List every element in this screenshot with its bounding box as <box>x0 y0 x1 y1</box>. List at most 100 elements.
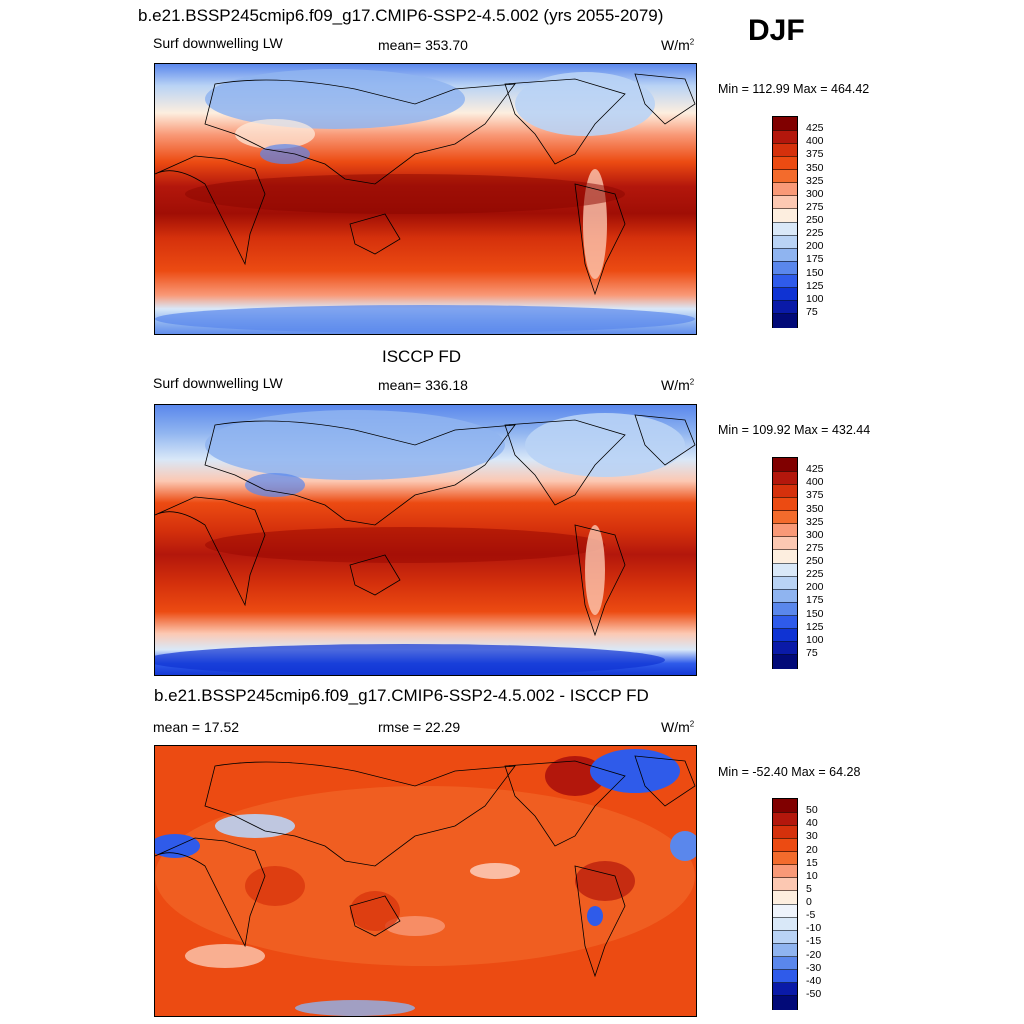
colorbar-separator <box>773 929 797 931</box>
colorbar-separator <box>773 628 797 630</box>
colorbar-tick-label: -20 <box>806 948 822 961</box>
colorbar-tick-label: 425 <box>806 463 824 476</box>
colorbar-segment <box>773 523 797 538</box>
panel3-map <box>154 745 697 1017</box>
colorbar-separator <box>773 824 797 826</box>
colorbar-tick-label: 30 <box>806 830 818 843</box>
colorbar-tick-label: 300 <box>806 528 824 541</box>
colorbar-segment <box>773 825 797 839</box>
colorbar-separator <box>773 470 797 472</box>
colorbar-segment <box>773 628 797 643</box>
colorbar-segment <box>773 969 797 984</box>
colorbar-tick-label: 40 <box>806 817 818 830</box>
colorbar-separator <box>773 549 797 551</box>
panel1-title: b.e21.BSSP245cmip6.f09_g17.CMIP6-SSP2-4.… <box>138 6 664 25</box>
colorbar-tick-label: 150 <box>806 266 824 279</box>
colorbar-separator <box>773 169 797 170</box>
panel1-mean-label: mean= 353.70 <box>378 37 468 53</box>
colorbar-separator <box>773 641 797 643</box>
colorbar-segment <box>773 602 797 616</box>
colorbar-segment <box>773 235 797 249</box>
colorbar-segment <box>773 654 797 669</box>
panel1-units: W/m2 <box>661 37 695 53</box>
colorbar-separator <box>773 510 797 511</box>
colorbar-segment <box>773 248 797 262</box>
colorbar-separator <box>773 615 797 616</box>
colorbar-segment <box>773 536 797 551</box>
colorbar-tick-label: 400 <box>806 135 824 148</box>
panel1-map-svg <box>155 64 696 334</box>
colorbar-segment <box>773 156 797 170</box>
colorbar-separator <box>773 956 797 957</box>
colorbar-segment <box>773 458 797 472</box>
colorbar-separator <box>773 234 797 236</box>
colorbar-segment <box>773 943 797 957</box>
panel1-variable-label: Surf downwelling LW <box>153 35 283 51</box>
colorbar-segment <box>773 995 797 1010</box>
colorbar-tick-label: 275 <box>806 541 824 554</box>
colorbar-segment <box>773 510 797 525</box>
colorbar-tick-label: 250 <box>806 214 824 226</box>
colorbar-separator <box>773 942 797 944</box>
panel3-coastlines <box>155 755 696 978</box>
colorbar-separator <box>773 982 797 984</box>
season-label: DJF <box>748 14 805 47</box>
colorbar-separator <box>773 877 797 879</box>
colorbar-segment <box>773 300 797 315</box>
colorbar-separator <box>773 851 797 852</box>
colorbar-tick-label: -30 <box>806 961 822 974</box>
panel2-map-svg <box>155 405 696 675</box>
colorbar-separator <box>773 496 797 498</box>
panel3-map-svg <box>155 746 696 1016</box>
colorbar-segment <box>773 851 797 866</box>
colorbar-separator <box>773 483 797 485</box>
colorbar-separator <box>773 287 797 289</box>
colorbar-tick-label: 375 <box>806 489 824 502</box>
colorbar-segment <box>773 471 797 485</box>
panel3-rmse-label: rmse = 22.29 <box>378 719 461 735</box>
colorbar-separator <box>773 247 797 249</box>
colorbar-segment <box>773 274 797 289</box>
colorbar-separator <box>773 654 797 656</box>
colorbar-tick-label: 175 <box>806 253 824 266</box>
colorbar-segment <box>773 812 797 826</box>
colorbar-segment <box>773 287 797 302</box>
colorbar-separator <box>773 313 797 315</box>
colorbar-tick-label: 15 <box>806 856 818 869</box>
colorbar-tick-label: -5 <box>806 909 816 922</box>
colorbar-separator <box>773 182 797 184</box>
colorbar-segment <box>773 930 797 944</box>
colorbar-segment <box>773 956 797 971</box>
panel2-title: ISCCP FD <box>382 347 462 366</box>
colorbar-segment <box>773 877 797 892</box>
colorbar-separator <box>773 274 797 275</box>
colorbar-separator <box>773 575 797 577</box>
colorbar-segment <box>773 904 797 918</box>
colorbar-tick-label: -50 <box>806 987 822 1000</box>
colorbar-segment <box>773 982 797 997</box>
colorbar-tick-label: 0 <box>806 896 812 908</box>
colorbar-tick-label: 150 <box>806 607 824 620</box>
colorbar-tick-label: 425 <box>806 122 824 135</box>
colorbar-tick-label: 175 <box>806 594 824 607</box>
colorbar-tick-label: -40 <box>806 974 822 987</box>
colorbar-tick-label: 125 <box>806 279 824 292</box>
panel2-variable-label: Surf downwelling LW <box>153 375 283 391</box>
colorbar-tick-label: 75 <box>806 646 818 659</box>
colorbar-separator <box>773 562 797 564</box>
colorbar-separator <box>773 129 797 131</box>
colorbar-tick-label: 10 <box>806 869 818 882</box>
colorbar-tick-label: 75 <box>806 305 818 318</box>
panel2-coastlines <box>155 414 696 637</box>
colorbar-segment <box>773 549 797 564</box>
colorbar-segment <box>773 143 797 157</box>
colorbar-tick-label: 200 <box>806 240 824 253</box>
colorbar-tick-label: -15 <box>806 935 822 948</box>
colorbar-separator <box>773 811 797 813</box>
colorbar-separator <box>773 903 797 905</box>
colorbar-separator <box>773 601 797 603</box>
panel2-colorbar <box>772 457 798 669</box>
colorbar-segment <box>773 864 797 879</box>
colorbar-tick-label: 275 <box>806 200 824 213</box>
colorbar-tick-label: 5 <box>806 882 812 895</box>
